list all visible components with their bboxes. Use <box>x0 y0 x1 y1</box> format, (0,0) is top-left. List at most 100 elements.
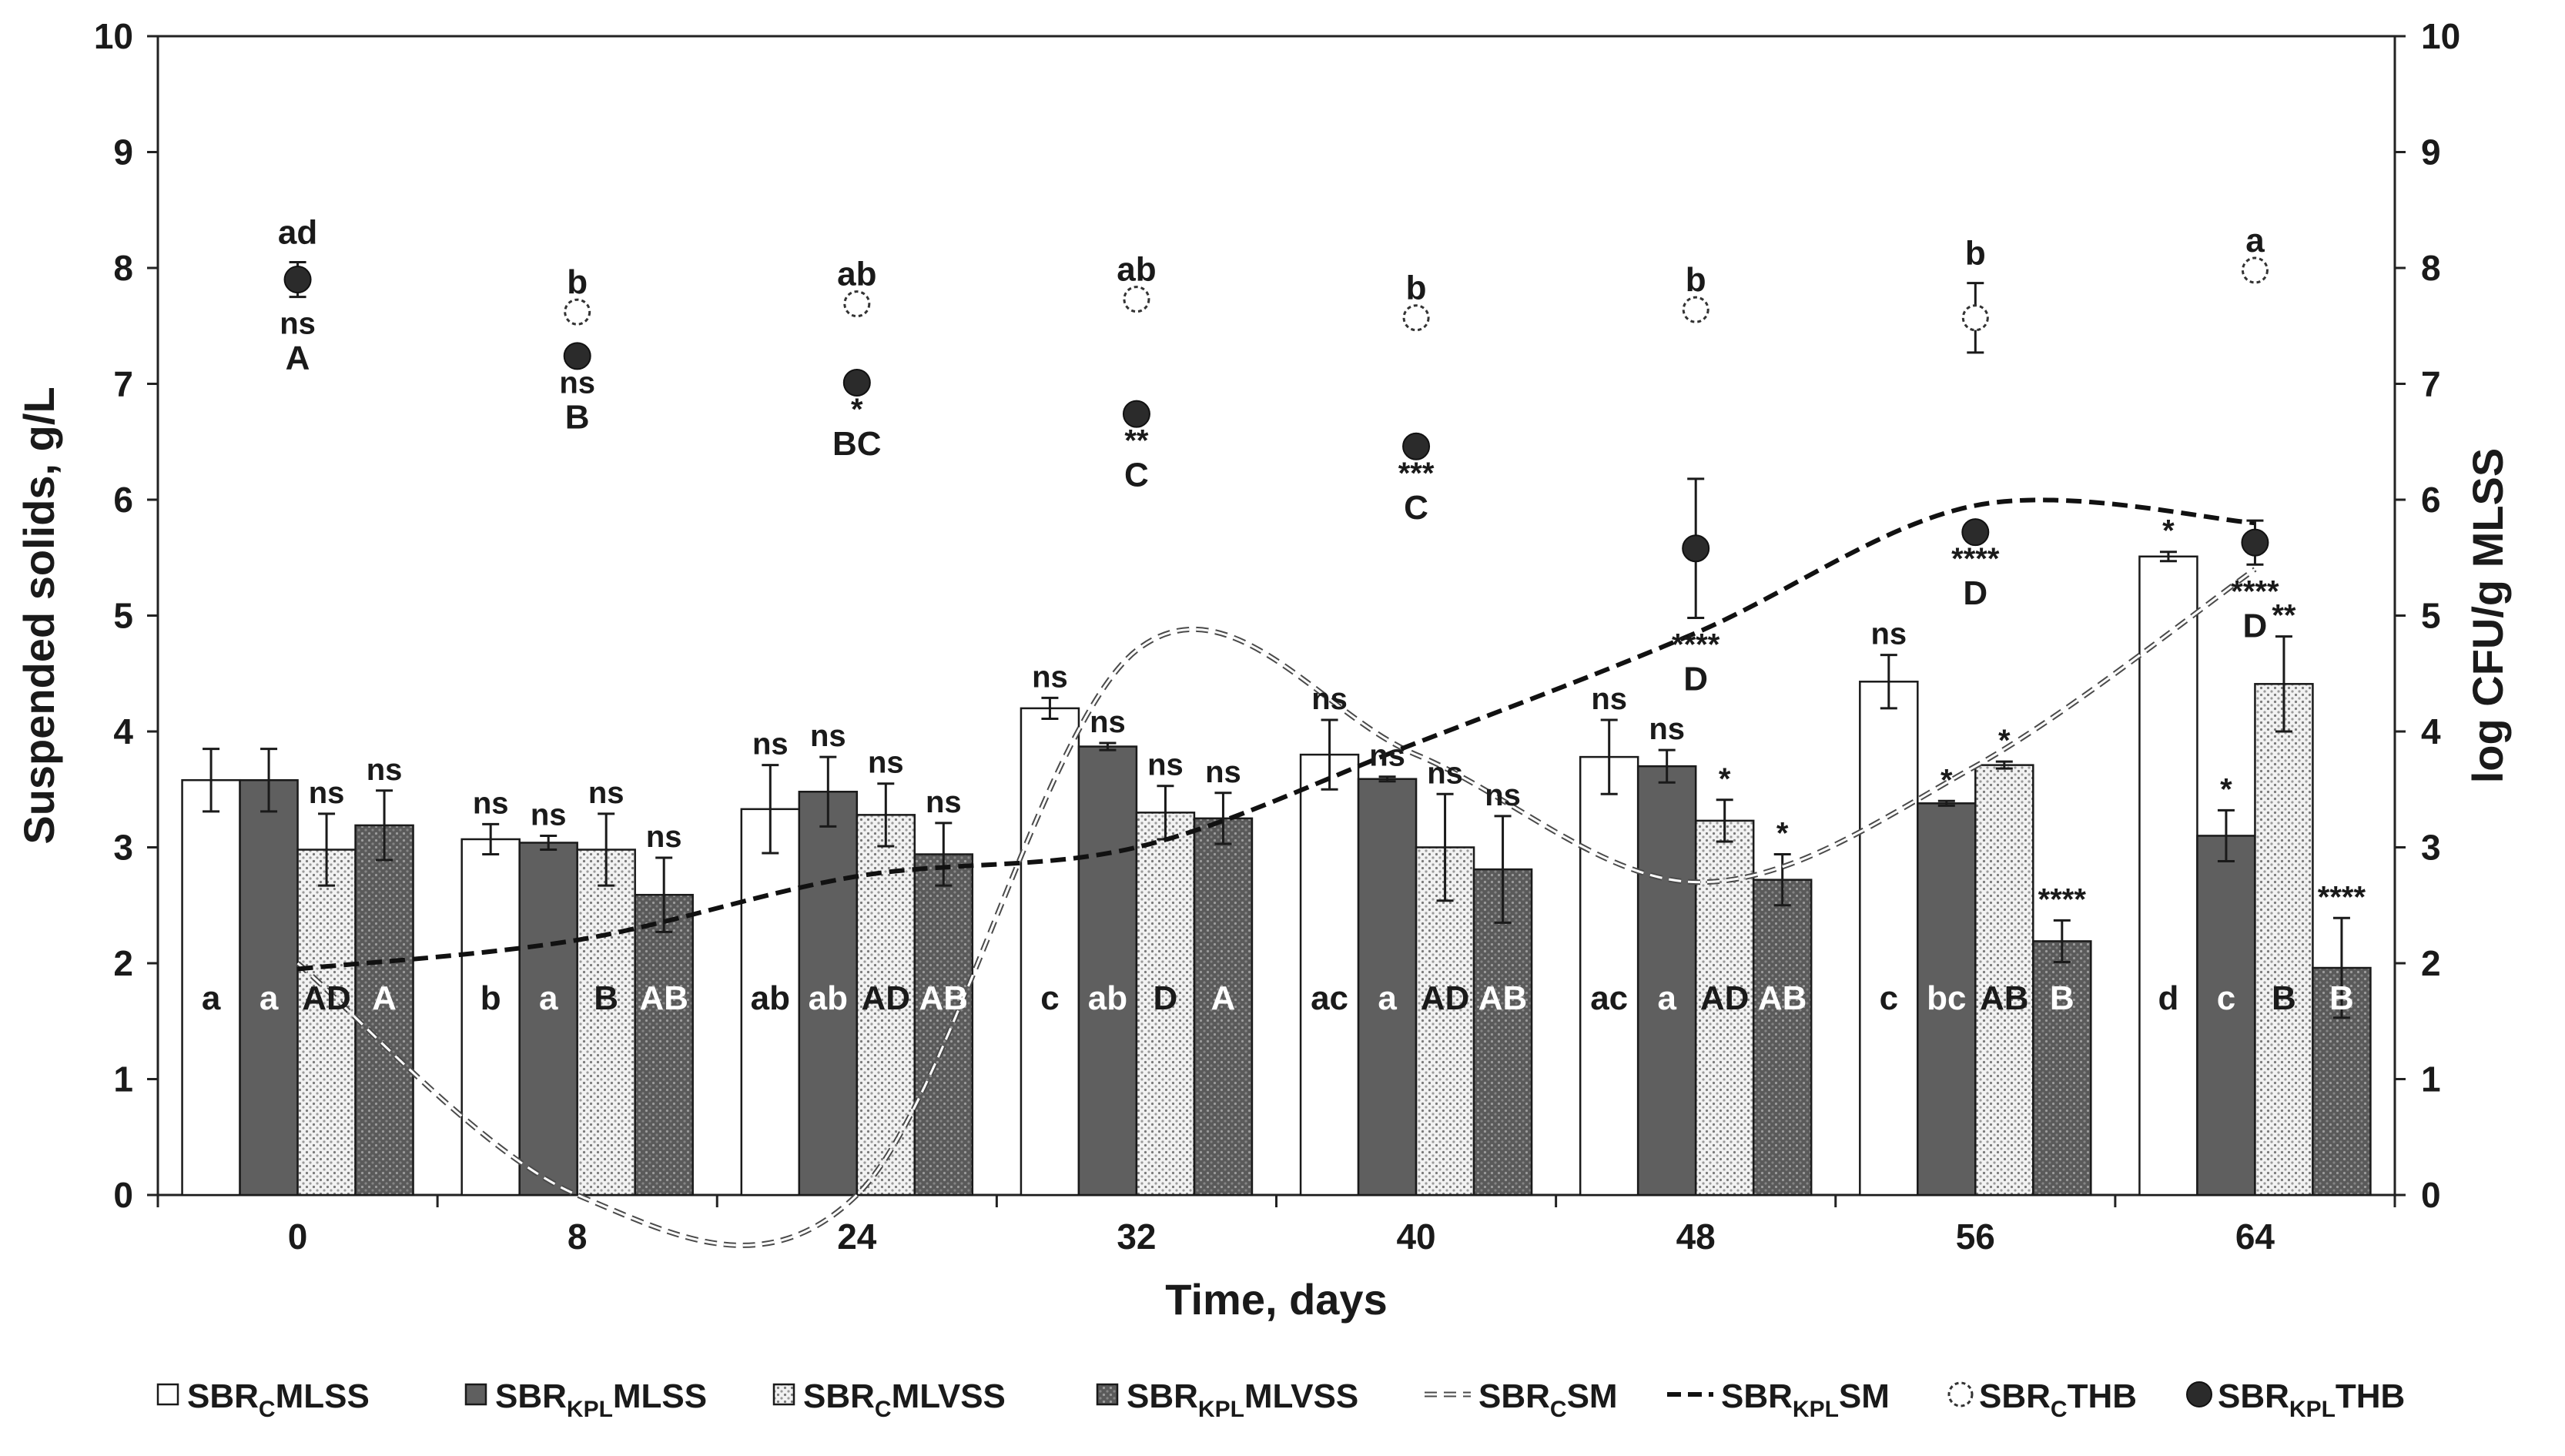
group-letter: b <box>481 979 501 1017</box>
thb-kpl-sig: ns <box>559 366 595 400</box>
group-letter: ab <box>751 979 790 1017</box>
sig-label: ns <box>1591 682 1627 716</box>
group-letter: A <box>1211 979 1236 1017</box>
legend-item-c_mlss: SBRCMLSS <box>156 1377 370 1422</box>
y2-tick-label: 2 <box>2421 943 2441 983</box>
legend-label-suffix: THB <box>2336 1377 2405 1415</box>
x-tick-label: 64 <box>2235 1217 2275 1257</box>
legend-label-suffix: MLSS <box>613 1377 707 1415</box>
thb-point-c_thb-64 <box>2241 256 2269 284</box>
bar-c_mlss-40 <box>1299 753 1360 1197</box>
legend-label-suffix: SM <box>1567 1377 1618 1415</box>
group-letter: ac <box>1311 979 1348 1017</box>
sig-label: ns <box>367 753 403 787</box>
x-tick-label: 8 <box>568 1217 588 1257</box>
thb-kpl-sig: **** <box>2231 574 2279 608</box>
sig-label: ns <box>1870 618 1907 651</box>
axes-layer: 0 01 12 23 34 45 56 67 78 89 910 100 8 24 32 40 48 56 64 <box>94 16 2460 1257</box>
y2-tick-label: 4 <box>2421 711 2441 751</box>
y2-tick-label: 1 <box>2421 1059 2441 1100</box>
group-letter: AD <box>302 979 351 1017</box>
bar-c_mlvss-8 <box>576 848 636 1197</box>
y-tick-label: 1 <box>113 1059 133 1100</box>
legend-label: SBRKPLMLSS <box>495 1377 707 1422</box>
bar-c_mlss-56 <box>1859 681 1919 1197</box>
thb-point-c_thb-24 <box>843 290 871 318</box>
group-letter: ac <box>1590 979 1628 1017</box>
legend-label-prefix: SBR <box>1979 1377 2051 1415</box>
bar-kpl_mlvss-48 <box>1752 879 1813 1197</box>
group-letter: c <box>1040 979 1059 1017</box>
thb-point-kpl_thb-8 <box>563 342 591 370</box>
bar-c_mlvss-0 <box>296 848 357 1197</box>
thb-c-letter: b <box>1965 235 1986 273</box>
thb-point-kpl_thb-48 <box>1682 534 1710 563</box>
group-letter: a <box>1378 979 1397 1017</box>
legend-item-kpl_mlvss: SBRKPLMLVSS <box>1096 1377 1358 1422</box>
legend-label: SBRCMLVSS <box>803 1377 1006 1422</box>
legend-label: SBRKPLSM <box>1721 1377 1890 1422</box>
legend-label-prefix: SBR <box>2218 1377 2289 1415</box>
x-tick-label: 32 <box>1117 1217 1156 1257</box>
group-letter: c <box>2217 979 2235 1017</box>
sm-line-kpl_sm <box>297 497 2255 972</box>
legend-swatch <box>156 1383 179 1406</box>
group-letter: AB <box>1980 979 2029 1017</box>
y2-tick-label: 6 <box>2421 480 2441 520</box>
y2-tick-label: 7 <box>2421 364 2441 404</box>
legend-item-c_mlvss: SBRCMLVSS <box>772 1377 1006 1422</box>
thb-kpl-sig: **** <box>1951 542 2000 576</box>
sig-label: ns <box>588 776 625 810</box>
legend-label-sub: KPL <box>1198 1397 1244 1422</box>
legend-label: SBRKPLMLVSS <box>1127 1377 1358 1422</box>
x-tick-label: 56 <box>1956 1217 1995 1257</box>
group-letter: B <box>2050 979 2074 1017</box>
x-tick-label: 24 <box>837 1217 877 1257</box>
legend-label-sub: C <box>2051 1397 2068 1422</box>
y2-tick-label: 0 <box>2421 1175 2441 1215</box>
bar-kpl_mlss-0 <box>239 778 299 1197</box>
group-letter: bc <box>1927 979 1966 1017</box>
bar-kpl_mlss-64 <box>2196 835 2256 1197</box>
sig-label: ns <box>1311 682 1348 716</box>
bar-kpl_mlss-32 <box>1077 745 1138 1197</box>
thb-kpl-sig: ** <box>1124 424 1149 458</box>
sig-label: **** <box>2318 880 2366 914</box>
group-letter: AD <box>1421 979 1470 1017</box>
thb-kpl-group: D <box>1963 574 1987 612</box>
group-letter: d <box>2158 979 2178 1017</box>
legend-label-prefix: SBR <box>1478 1377 1550 1415</box>
sig-label: ns <box>473 786 509 820</box>
thb-point-kpl_thb-40 <box>1402 432 1431 460</box>
y-tick-label: 10 <box>94 16 133 56</box>
thb-point-c_thb-48 <box>1682 296 1709 323</box>
legend-label-sub: C <box>875 1397 892 1422</box>
group-letter: AB <box>1758 979 1807 1017</box>
sig-label: ns <box>1369 739 1405 773</box>
thb-kpl-sig: **** <box>1672 628 1720 662</box>
group-letter: A <box>372 979 397 1017</box>
sig-label: * <box>2220 772 2232 806</box>
thb-kpl-group: B <box>565 398 590 436</box>
y-tick-label: 4 <box>113 711 133 751</box>
thb-point-kpl_thb-32 <box>1122 400 1150 428</box>
group-letter: a <box>1657 979 1676 1017</box>
bar-kpl_mlss-56 <box>1917 802 1977 1197</box>
x-tick-label: 0 <box>288 1217 308 1257</box>
sig-label: ns <box>1485 778 1521 812</box>
thb-kpl-group: A <box>286 340 310 377</box>
legend-label-sub: KPL <box>1793 1397 1839 1422</box>
bar-c_mlss-48 <box>1579 755 1639 1197</box>
sig-label: ns <box>868 746 904 780</box>
thb-kpl-group: C <box>1124 457 1149 494</box>
sig-label: ns <box>531 798 567 832</box>
legend-label-suffix: SM <box>1839 1377 1890 1415</box>
y2-tick-label: 8 <box>2421 248 2441 288</box>
sig-label: ns <box>646 820 682 854</box>
legend-label-suffix: MLVSS <box>1244 1377 1358 1415</box>
bar-kpl_mlvss-56 <box>2032 940 2092 1197</box>
sig-label: ns <box>1205 755 1241 789</box>
legend-label-suffix: THB <box>2068 1377 2137 1415</box>
sig-label: ns <box>1147 748 1184 782</box>
